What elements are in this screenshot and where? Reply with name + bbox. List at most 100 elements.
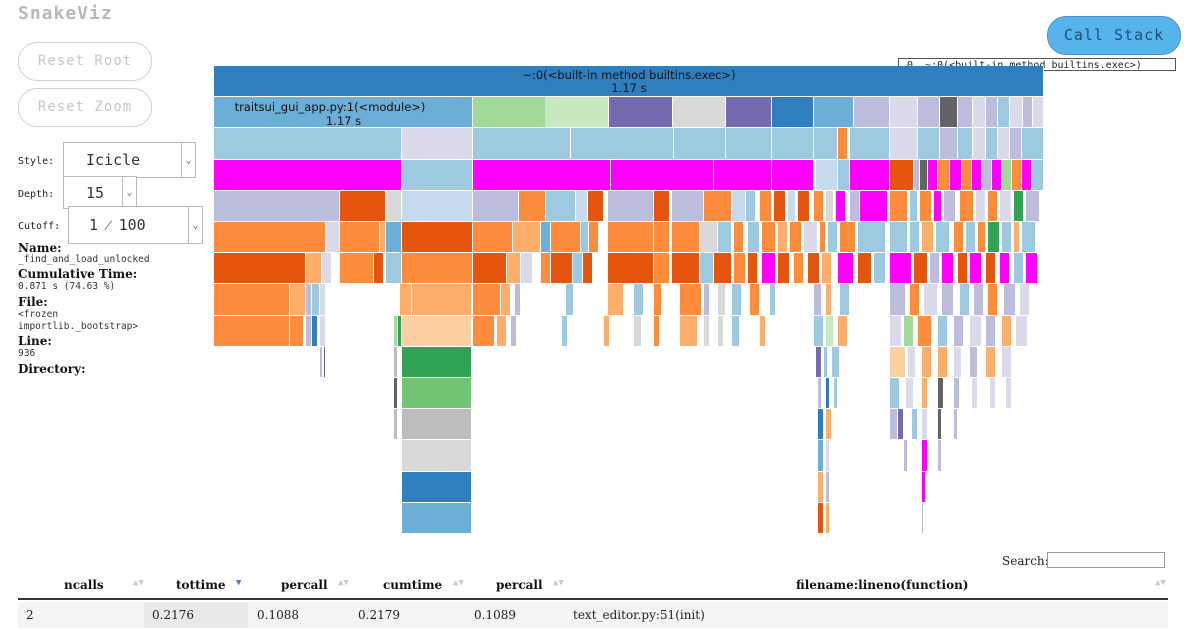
flame-cell[interactable] — [922, 440, 928, 472]
flame-cell[interactable] — [473, 159, 611, 191]
flame-cell[interactable] — [589, 222, 599, 254]
flame-cell[interactable] — [918, 128, 940, 160]
flame-cell[interactable] — [732, 190, 746, 222]
flame-cell[interactable] — [386, 253, 402, 285]
flame-cell[interactable] — [1002, 346, 1012, 378]
flame-cell[interactable] — [772, 128, 814, 160]
flame-cell[interactable] — [814, 315, 824, 347]
flame-root-cell[interactable] — [214, 66, 1044, 97]
flame-cell[interactable] — [922, 378, 928, 410]
sort-icon[interactable]: ▲▼ — [453, 578, 464, 588]
flame-cell[interactable] — [214, 284, 290, 316]
flame-cell[interactable] — [576, 190, 588, 222]
flame-cell[interactable] — [734, 222, 744, 254]
flame-cell[interactable] — [1022, 159, 1032, 191]
flame-cell[interactable] — [1022, 128, 1044, 160]
flame-cell[interactable] — [674, 128, 726, 160]
flame-cell[interactable] — [958, 97, 973, 129]
flame-cell[interactable] — [798, 190, 810, 222]
flame-cell[interactable] — [290, 284, 306, 316]
flame-cell[interactable] — [513, 222, 541, 254]
flame-cell[interactable] — [986, 253, 996, 285]
flame-cell[interactable] — [986, 128, 998, 160]
flame-cell[interactable] — [814, 190, 824, 222]
flame-cell[interactable] — [890, 253, 912, 285]
flame-cell[interactable] — [608, 253, 654, 285]
flame-cell[interactable] — [634, 284, 644, 316]
flame-cell[interactable] — [398, 315, 402, 347]
flame-cell[interactable] — [942, 284, 954, 316]
flame-cell[interactable] — [1000, 190, 1012, 222]
flame-cell[interactable] — [934, 190, 942, 222]
flame-cell[interactable] — [320, 346, 323, 378]
flame-cell[interactable] — [910, 190, 918, 222]
flame-cell[interactable] — [838, 128, 848, 160]
flame-cell[interactable] — [1016, 315, 1028, 347]
flame-cell[interactable] — [986, 97, 998, 129]
flame-cell[interactable] — [608, 222, 654, 254]
flame-cell[interactable] — [904, 315, 914, 347]
flame-cell[interactable] — [960, 190, 974, 222]
flame-cell[interactable] — [1002, 315, 1012, 347]
sort-desc-icon[interactable]: ▼ — [236, 578, 242, 588]
search-input[interactable] — [1047, 552, 1165, 568]
flame-cell[interactable] — [982, 159, 992, 191]
flame-cell[interactable] — [928, 159, 938, 191]
flame-cell[interactable] — [986, 315, 996, 347]
flame-cell[interactable] — [546, 190, 576, 222]
flame-cell[interactable] — [672, 222, 700, 254]
flame-cell[interactable] — [507, 253, 521, 285]
flame-cell[interactable] — [920, 190, 932, 222]
flame-cell[interactable] — [654, 315, 660, 347]
flame-cell[interactable] — [826, 502, 830, 534]
flame-cell[interactable] — [910, 222, 920, 254]
flame-cell[interactable] — [340, 222, 380, 254]
flame-cell[interactable] — [306, 253, 322, 285]
flame-cell[interactable] — [890, 315, 902, 347]
flame-cell[interactable] — [1026, 253, 1038, 285]
flame-cell[interactable] — [832, 346, 840, 378]
flame-cell[interactable] — [973, 97, 986, 129]
flame-cell[interactable] — [1033, 97, 1044, 129]
flame-cell[interactable] — [1014, 253, 1024, 285]
flame-cell[interactable] — [1014, 190, 1024, 222]
col-tottime[interactable]: tottime — [176, 578, 226, 592]
flame-cell[interactable] — [998, 97, 1010, 129]
col-percall[interactable]: percall — [281, 578, 328, 592]
flame-cell[interactable] — [978, 222, 986, 254]
flame-cell[interactable] — [583, 253, 593, 285]
flame-cell[interactable] — [914, 159, 920, 191]
flame-cell[interactable] — [816, 346, 822, 378]
flame-cell[interactable] — [922, 346, 932, 378]
flame-cell[interactable] — [920, 159, 928, 191]
flame-cell[interactable] — [672, 253, 700, 285]
flame-cell[interactable] — [402, 315, 472, 347]
flame-cell[interactable] — [718, 315, 724, 347]
flame-cell[interactable] — [814, 284, 822, 316]
flame-cell[interactable] — [834, 378, 838, 410]
flame-cell[interactable] — [954, 409, 958, 441]
flame-cell[interactable] — [990, 378, 996, 410]
flame-cell[interactable] — [1002, 159, 1012, 191]
flame-cell[interactable] — [760, 190, 772, 222]
flame-cell[interactable] — [394, 315, 398, 347]
flame-cell[interactable] — [386, 190, 402, 222]
flame-cell[interactable] — [826, 190, 834, 222]
flame-cell[interactable] — [340, 253, 374, 285]
flame-cell[interactable] — [954, 315, 964, 347]
flame-cell[interactable] — [922, 409, 928, 441]
flame-cell[interactable] — [573, 253, 583, 285]
cutoff-select[interactable]: 1 ⁄ 100 ⌄ — [68, 206, 203, 244]
flame-cell[interactable] — [473, 284, 501, 316]
flame-cell[interactable] — [340, 190, 386, 222]
flame-cell[interactable] — [386, 222, 402, 254]
flame-cell[interactable] — [746, 190, 756, 222]
flame-cell[interactable] — [914, 253, 928, 285]
flame-module-cell[interactable] — [214, 97, 473, 128]
flame-cell[interactable] — [938, 378, 944, 410]
reset-zoom-button[interactable]: Reset Zoom — [18, 88, 152, 127]
flame-cell[interactable] — [822, 253, 832, 285]
flame-cell[interactable] — [312, 315, 318, 347]
col-function[interactable]: filename:lineno(function) — [796, 578, 969, 592]
flame-cell[interactable] — [541, 253, 551, 285]
